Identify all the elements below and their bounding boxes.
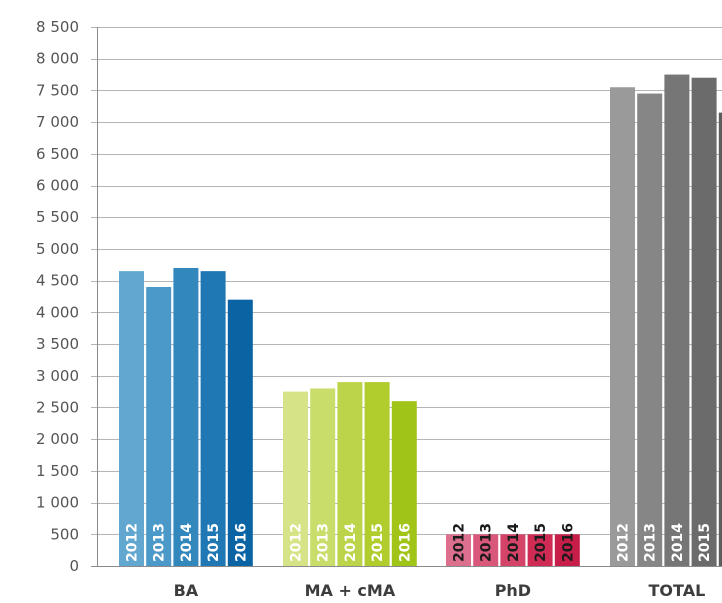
y-tick-label: 6 000 bbox=[36, 177, 79, 195]
y-tick-label: 8 500 bbox=[36, 18, 79, 36]
bar bbox=[500, 534, 526, 566]
bar bbox=[119, 271, 144, 566]
y-tick-label: 2 000 bbox=[36, 430, 79, 448]
bar bbox=[527, 534, 553, 566]
bar bbox=[446, 534, 471, 566]
bar-year-label: 2015 bbox=[370, 523, 386, 562]
bar-year-label: 2013 bbox=[643, 523, 659, 562]
bar-year-label: 2013 bbox=[316, 523, 332, 562]
bar bbox=[473, 534, 499, 566]
bar bbox=[718, 112, 722, 566]
y-axis: 0 500 1 000 1 500 2 000 2 500 3 000 3 500 4 000 4… bbox=[36, 18, 98, 575]
y-tick-label: 3 500 bbox=[36, 335, 79, 353]
bar-year-label: 2014 bbox=[179, 523, 195, 562]
y-tick-label: 8 000 bbox=[36, 50, 79, 68]
category-label: TOTAL bbox=[649, 581, 706, 600]
bar bbox=[310, 388, 336, 566]
bar bbox=[691, 77, 717, 567]
bar bbox=[337, 382, 363, 566]
bar-year-label: 2014 bbox=[343, 523, 359, 562]
y-tick-label: 3 000 bbox=[36, 367, 79, 385]
category-label: MA + cMA bbox=[305, 581, 396, 600]
bar bbox=[610, 87, 635, 566]
y-tick-label: 4 500 bbox=[36, 272, 79, 290]
bar bbox=[664, 74, 690, 566]
bar-year-label: 2013 bbox=[152, 523, 168, 562]
bar-year-label: 2015 bbox=[206, 523, 222, 562]
bar bbox=[173, 267, 199, 566]
bar-year-label: 2013 bbox=[479, 523, 495, 562]
y-tick-label: 5 500 bbox=[36, 208, 79, 226]
bar bbox=[146, 286, 172, 566]
bar-year-label: 2014 bbox=[670, 523, 686, 562]
bar bbox=[227, 299, 253, 566]
category-label: PhD bbox=[495, 581, 531, 600]
bar-year-label: 2016 bbox=[397, 523, 413, 562]
bar-year-label: 2016 bbox=[560, 523, 576, 562]
bar bbox=[391, 401, 417, 566]
bar-group-ba: 2012 2013 2014 2015 2016 bbox=[119, 267, 253, 566]
bar-year-label: 2012 bbox=[289, 523, 305, 562]
bar bbox=[200, 271, 226, 566]
bar-group-ma-cma: 2012 2013 2014 2015 2016 bbox=[283, 382, 417, 566]
bar bbox=[283, 391, 308, 566]
bar-year-label: 2012 bbox=[452, 523, 468, 562]
y-tick-label: 1 500 bbox=[36, 462, 79, 480]
bar bbox=[554, 534, 580, 566]
y-tick-label: 7 500 bbox=[36, 81, 79, 99]
y-tick-label: 1 000 bbox=[36, 494, 79, 512]
y-tick-label: 6 500 bbox=[36, 145, 79, 163]
y-tick-label: 4 000 bbox=[36, 303, 79, 321]
bar-year-label: 2015 bbox=[697, 523, 713, 562]
bars: 2012 2013 2014 2015 2016 2012 2013 2014 2015 2016… bbox=[119, 74, 722, 567]
category-labels: BA MA + cMA PhD TOTAL bbox=[174, 581, 706, 600]
y-tick-label: 5 000 bbox=[36, 240, 79, 258]
bar-year-label: 2012 bbox=[616, 523, 632, 562]
y-tick-label: 7 000 bbox=[36, 113, 79, 131]
bar-year-label: 2012 bbox=[125, 523, 141, 562]
y-tick-label: 500 bbox=[50, 525, 79, 543]
bar-year-label: 2014 bbox=[506, 523, 522, 562]
category-label: BA bbox=[174, 581, 199, 600]
bar-year-label: 2016 bbox=[233, 523, 249, 562]
bar-year-label: 2015 bbox=[533, 523, 549, 562]
bar-group-phd: 2012 2013 2014 2015 2016 bbox=[446, 523, 580, 566]
y-tick-label: 0 bbox=[69, 557, 79, 575]
bar bbox=[637, 93, 663, 567]
bar bbox=[364, 382, 390, 566]
y-tick-label: 2 500 bbox=[36, 398, 79, 416]
